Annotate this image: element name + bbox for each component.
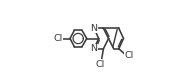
Text: Cl: Cl xyxy=(53,34,62,43)
Text: Cl: Cl xyxy=(125,51,134,60)
Text: Cl: Cl xyxy=(95,60,105,69)
Text: N: N xyxy=(90,24,98,33)
Text: N: N xyxy=(90,44,98,53)
